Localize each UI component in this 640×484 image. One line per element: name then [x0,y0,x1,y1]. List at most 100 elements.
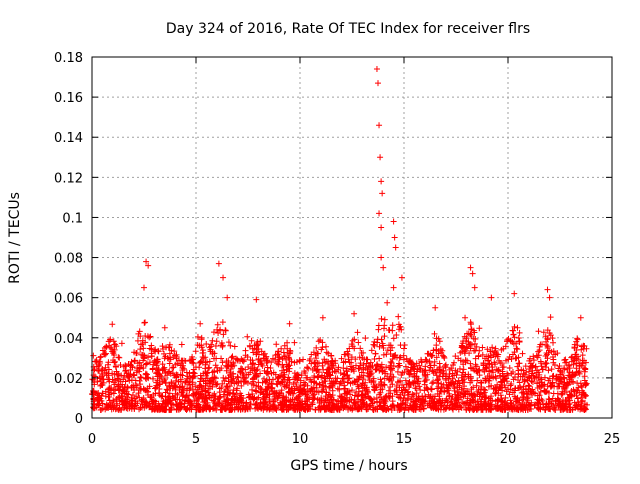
data-point [552,351,559,358]
data-point [291,359,298,366]
data-point [548,348,555,355]
data-point [402,400,409,407]
data-point [233,391,240,398]
data-point [400,356,407,363]
data-point [348,396,355,403]
data-point [534,380,541,387]
data-point [147,394,154,401]
data-point [395,313,402,320]
data-point [368,347,375,354]
data-point [224,363,231,370]
data-point [255,355,262,362]
data-point [381,382,388,389]
data-point [340,371,347,378]
data-point [513,397,520,404]
data-point [165,369,172,376]
data-point [529,364,536,371]
data-point [200,393,207,400]
data-point [353,388,360,395]
data-point [313,344,320,351]
data-point [434,377,441,384]
data-point [363,360,370,367]
data-point [92,373,99,380]
data-point [336,393,343,400]
data-point [391,387,398,394]
data-point [313,380,320,387]
data-point [435,380,442,387]
data-point [264,368,271,375]
data-point [291,370,298,377]
data-point [198,358,205,365]
data-point [421,368,428,375]
data-point [462,359,469,366]
data-point [250,378,257,385]
data-point [394,368,401,375]
data-point [428,353,435,360]
data-point [509,369,516,376]
data-point [291,376,298,383]
data-point [433,405,440,412]
data-point [514,363,521,370]
data-point [90,352,97,359]
data-point [494,381,501,388]
data-point [370,406,377,413]
data-point [223,367,230,374]
data-point [386,394,393,401]
data-point [562,401,569,408]
data-point [220,331,227,338]
data-point [372,366,379,373]
data-point [216,385,223,392]
data-point [285,374,292,381]
data-point [212,362,219,369]
data-point [365,373,372,380]
data-point [229,353,236,360]
data-point [577,314,584,321]
data-point [464,388,471,395]
data-point [209,375,216,382]
data-point [476,367,483,374]
y-tick-label: 0.02 [54,372,83,387]
data-point [556,362,563,369]
data-point [377,376,384,383]
data-point [226,390,233,397]
data-point [284,345,291,352]
data-point [485,357,492,364]
data-point [235,374,242,381]
data-point [537,406,544,413]
data-point [408,405,415,412]
data-point [245,371,252,378]
data-point [422,363,429,370]
data-point [210,329,217,336]
data-point [511,290,518,297]
data-point [100,376,107,383]
data-point [286,362,293,369]
data-point [132,400,139,407]
data-point [387,362,394,369]
data-point [228,354,235,361]
data-point [530,353,537,360]
data-point [137,373,144,380]
data-point [260,403,267,410]
data-point [505,386,512,393]
data-point [550,339,557,346]
data-point [578,403,585,410]
data-point [323,358,330,365]
data-point [573,392,580,399]
data-point [102,364,109,371]
data-point [105,386,112,393]
data-point [489,344,496,351]
data-point [257,389,264,396]
data-point [160,365,167,372]
data-point [509,351,516,358]
data-point [398,274,405,281]
data-point [545,389,552,396]
data-point [274,395,281,402]
data-point [286,320,293,327]
data-point [563,388,570,395]
data-point [428,386,435,393]
data-point [530,357,537,364]
data-point [233,355,240,362]
data-point [505,402,512,409]
data-point [99,400,106,407]
data-point [214,326,221,333]
